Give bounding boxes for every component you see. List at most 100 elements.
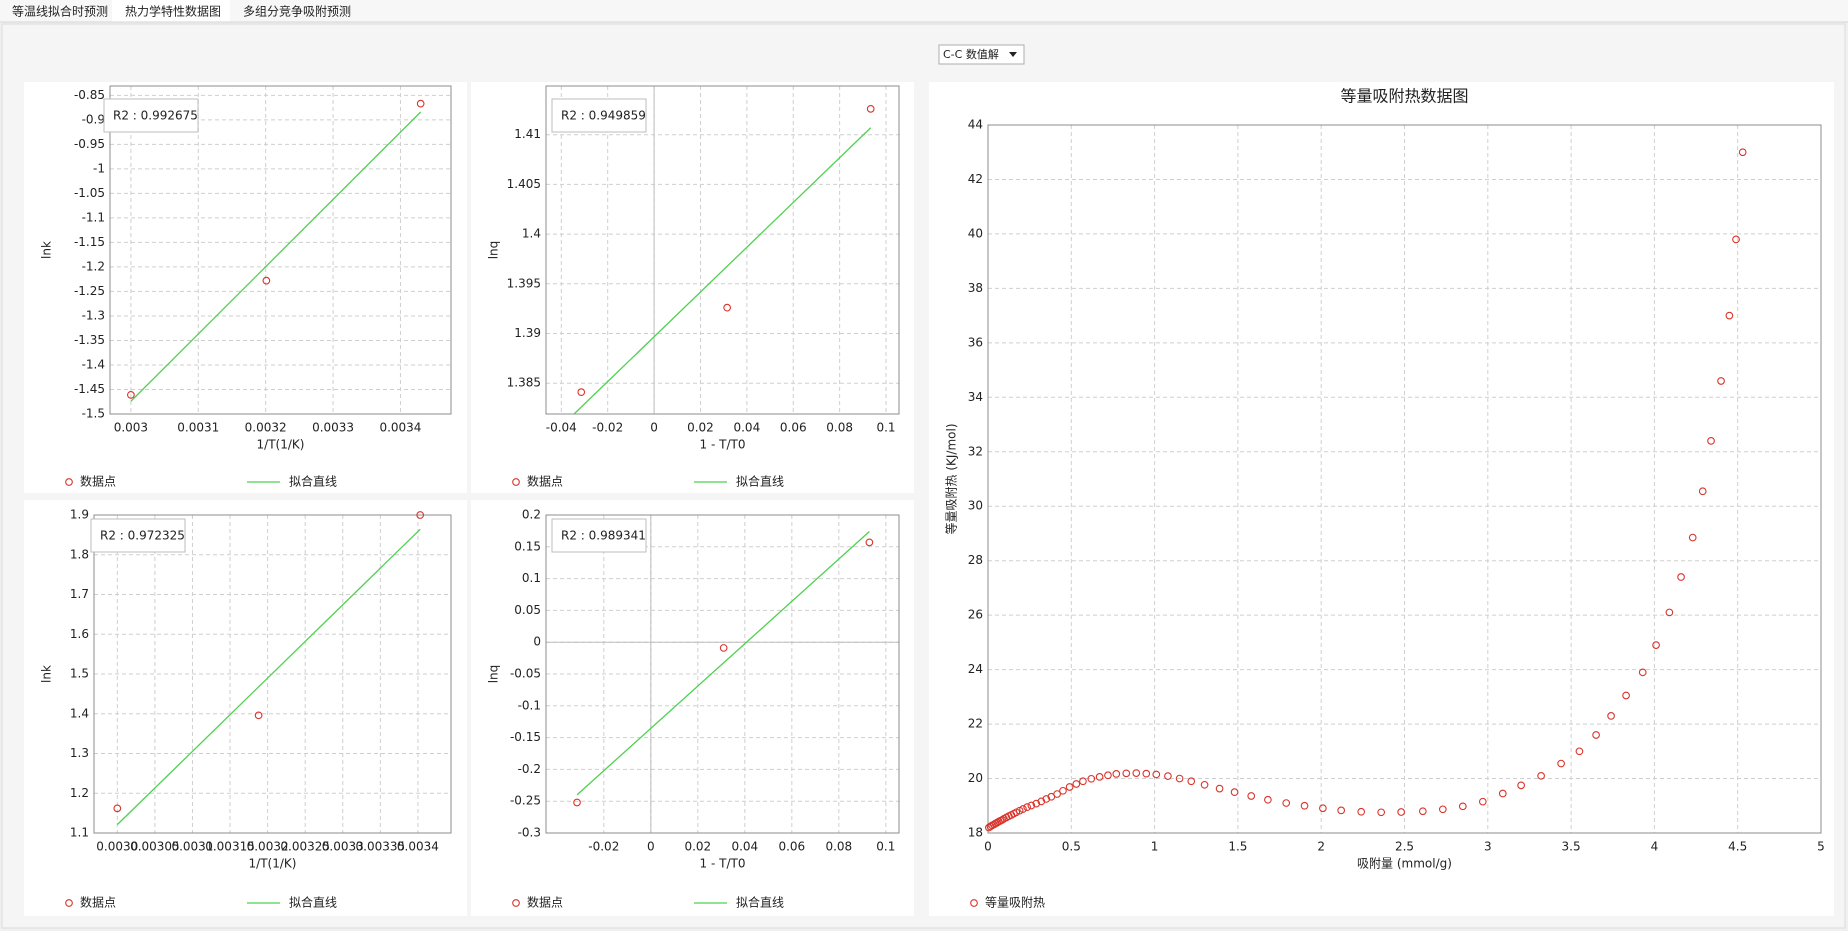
x-tick-label: 3.5 [1562, 840, 1581, 854]
data-point [1707, 437, 1715, 445]
data-point [1247, 792, 1256, 800]
y-tick-label: -0.95 [74, 137, 105, 151]
y-tick-label: 1.4 [70, 706, 89, 720]
y-tick-label: -1.45 [74, 382, 105, 396]
tab[interactable]: 多组分竞争吸附预测 [243, 5, 351, 19]
y-tick-label: 32 [968, 444, 983, 458]
y-tick-label: 1.8 [70, 547, 89, 561]
data-point [1732, 235, 1740, 244]
data-point [127, 391, 135, 399]
data-point [1688, 533, 1697, 542]
data-point [1498, 789, 1507, 798]
y-tick-label: -0.85 [74, 88, 105, 102]
legend-label: 拟合直线 [736, 895, 784, 910]
data-point [1019, 805, 1027, 813]
data-point [1300, 801, 1309, 810]
data-point [416, 99, 425, 108]
data-point [1230, 788, 1239, 797]
data-point [577, 388, 586, 396]
data-point [1397, 808, 1406, 816]
x-tick-label: 0.08 [825, 840, 852, 854]
dropdown-box[interactable] [938, 44, 1025, 65]
data-point [1095, 773, 1104, 781]
x-tick-label: -0.04 [546, 421, 577, 435]
x-tick-label: 0.0031 [177, 421, 219, 435]
chart-panel [929, 82, 1834, 916]
tab[interactable]: 热力学特性数据图 [125, 4, 221, 19]
data-point [1032, 799, 1041, 808]
y-axis-label: lnq [487, 241, 501, 260]
x-tick-label: 0.00335 [356, 840, 406, 854]
y-tick-label: -1.25 [74, 284, 105, 298]
x-tick-label: 0.02 [684, 840, 711, 854]
dropdown[interactable]: C-C 数值解 [938, 44, 1025, 65]
data-point [262, 276, 271, 285]
data-point [1132, 769, 1141, 777]
plot-frame [93, 514, 452, 834]
data-point [1418, 807, 1427, 816]
x-axis-label: 1/T(1/K) [257, 438, 305, 452]
x-tick-label: 0.04 [733, 421, 760, 435]
y-axis-label: 等量吸附热 (KJ/mol) [945, 424, 959, 535]
data-point [1059, 786, 1067, 795]
data-point [1557, 759, 1565, 768]
y-tick-label: 38 [968, 281, 983, 295]
chart-panel [471, 82, 914, 493]
x-tick-label: 1.5 [1228, 840, 1247, 854]
x-tick-label: 0.0033 [322, 840, 364, 854]
data-point [723, 303, 731, 312]
x-tick-label: 1 [1151, 840, 1159, 854]
data-point [1537, 771, 1545, 780]
fit-line [116, 528, 421, 826]
dropdown-arrow[interactable] [1009, 52, 1017, 57]
data-point [1187, 777, 1196, 786]
data-point [1592, 731, 1600, 739]
data-point [1622, 691, 1630, 700]
y-tick-label: -0.9 [82, 112, 105, 126]
x-tick-label: 0.00305 [130, 840, 180, 854]
data-point [1357, 807, 1366, 816]
y-tick-label: 40 [968, 226, 983, 240]
chart-title: 等量吸附热数据图 [1340, 87, 1468, 106]
active-tab-bg [112, 0, 230, 22]
x-tick-label: 0 [650, 421, 658, 435]
data-point [865, 538, 874, 547]
annotation-box [551, 518, 647, 553]
y-tick-label: 36 [968, 335, 983, 349]
y-tick-label: 20 [968, 771, 983, 785]
fit-line [576, 531, 870, 796]
y-tick-label: 0.1 [522, 571, 541, 585]
x-tick-label: 0.0033 [312, 421, 354, 435]
data-point [1575, 747, 1584, 756]
y-tick-label: -1 [93, 161, 105, 175]
legend-label: 数据点 [527, 474, 563, 489]
data-point [719, 644, 728, 652]
x-tick-label: 5 [1817, 840, 1825, 854]
data-point [1652, 641, 1660, 649]
y-tick-label: 1.3 [70, 746, 89, 760]
data-point [1607, 712, 1615, 720]
y-axis-label: lnk [40, 665, 54, 683]
data-point [1065, 783, 1074, 791]
y-tick-label: -0.3 [518, 826, 541, 840]
y-tick-label: -0.2 [518, 762, 541, 776]
y-tick-label: 30 [968, 499, 983, 513]
y-tick-label: 18 [968, 826, 983, 840]
tab[interactable]: 等温线拟合时预测 [12, 4, 108, 19]
x-tick-label: 0 [984, 840, 992, 854]
x-tick-label: 0.0031 [171, 840, 213, 854]
x-tick-label: 4.5 [1728, 840, 1747, 854]
x-tick-label: 0 [647, 840, 655, 854]
x-axis-label: 1 - T/T0 [700, 857, 746, 871]
annotation: R2 : 0.992675 [113, 109, 198, 123]
y-tick-label: 0.15 [514, 539, 541, 553]
dropdown-value[interactable]: C-C 数值解 [943, 47, 999, 61]
data-point [1023, 803, 1032, 811]
annotation-box [551, 98, 647, 133]
legend-marker [65, 478, 73, 486]
y-tick-label: 1.7 [70, 587, 89, 601]
data-point [1438, 805, 1447, 814]
x-tick-label: 0.003 [114, 421, 148, 435]
legend-label: 等量吸附热 [985, 896, 1045, 910]
y-axis-label: lnk [40, 241, 54, 259]
